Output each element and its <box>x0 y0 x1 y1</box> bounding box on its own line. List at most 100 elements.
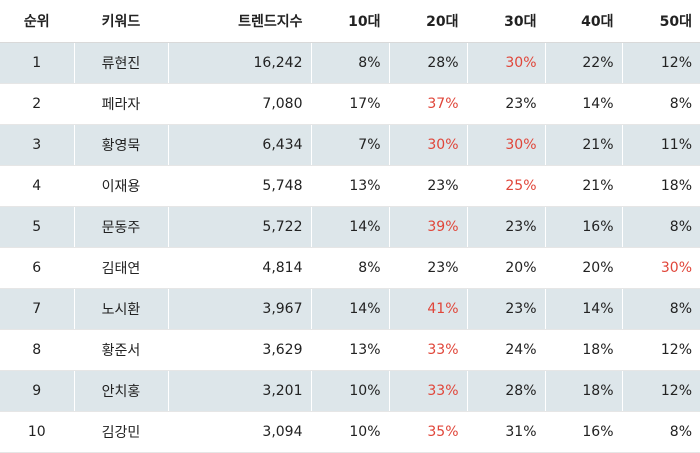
age-30s-cell: 30% <box>466 42 545 84</box>
age-20s-cell: 30% <box>388 124 467 166</box>
age-10s-cell: 17% <box>310 83 389 125</box>
age-30s-cell: 20% <box>466 247 545 289</box>
age-40s-cell: 18% <box>544 370 622 412</box>
age-20s-cell: 41% <box>388 288 467 330</box>
age-30s-cell: 28% <box>466 370 545 412</box>
keyword-cell: 황영묵 <box>73 124 168 166</box>
age-30s-cell: 23% <box>466 83 545 125</box>
rank-cell: 4 <box>0 165 74 207</box>
age-40s-cell: 21% <box>544 124 622 166</box>
age-30s-cell: 23% <box>466 206 545 248</box>
age-50s-cell: 8% <box>621 288 700 330</box>
age-20s-cell: 28% <box>388 42 467 84</box>
age-50s-cell: 18% <box>621 165 700 207</box>
trend-index-cell: 7,080 <box>167 83 311 125</box>
keyword-cell: 안치홍 <box>73 370 168 412</box>
rank-cell: 9 <box>0 370 74 412</box>
header-keyword: 키워드 <box>73 0 168 43</box>
table-row: 4 이재용 5,748 13% 23% 25% 21% 18% <box>0 165 700 207</box>
rank-cell: 8 <box>0 329 74 371</box>
age-30s-cell: 24% <box>466 329 545 371</box>
header-rank: 순위 <box>0 0 74 43</box>
age-10s-cell: 8% <box>310 42 389 84</box>
keyword-cell: 노시환 <box>73 288 168 330</box>
age-40s-cell: 22% <box>544 42 622 84</box>
table-row: 10 김강민 3,094 10% 35% 31% 16% 8% <box>0 411 700 453</box>
rank-cell: 2 <box>0 83 74 125</box>
age-30s-cell: 30% <box>466 124 545 166</box>
age-50s-cell: 12% <box>621 329 700 371</box>
keyword-cell: 페라자 <box>73 83 168 125</box>
age-40s-cell: 16% <box>544 411 622 453</box>
age-30s-cell: 25% <box>466 165 545 207</box>
trend-index-cell: 3,629 <box>167 329 311 371</box>
trend-index-cell: 6,434 <box>167 124 311 166</box>
rank-cell: 10 <box>0 411 74 453</box>
age-50s-cell: 8% <box>621 411 700 453</box>
age-20s-cell: 23% <box>388 165 467 207</box>
header-age-10s: 10대 <box>310 0 389 43</box>
rank-cell: 6 <box>0 247 74 289</box>
age-40s-cell: 21% <box>544 165 622 207</box>
age-10s-cell: 13% <box>310 329 389 371</box>
rank-cell: 1 <box>0 42 74 84</box>
age-40s-cell: 14% <box>544 288 622 330</box>
age-40s-cell: 18% <box>544 329 622 371</box>
age-20s-cell: 35% <box>388 411 467 453</box>
keyword-cell: 김강민 <box>73 411 168 453</box>
trend-index-cell: 3,967 <box>167 288 311 330</box>
age-10s-cell: 10% <box>310 411 389 453</box>
age-20s-cell: 39% <box>388 206 467 248</box>
age-10s-cell: 14% <box>310 206 389 248</box>
keyword-cell: 황준서 <box>73 329 168 371</box>
table-row: 6 김태연 4,814 8% 23% 20% 20% 30% <box>0 247 700 289</box>
age-50s-cell: 12% <box>621 42 700 84</box>
header-row: 순위 키워드 트렌드지수 10대 20대 30대 40대 50대 <box>0 0 700 43</box>
table-row: 9 안치홍 3,201 10% 33% 28% 18% 12% <box>0 370 700 412</box>
header-age-20s: 20대 <box>388 0 467 43</box>
age-30s-cell: 31% <box>466 411 545 453</box>
table-body: 1 류현진 16,242 8% 28% 30% 22% 12% 2 페라자 7,080 17% 37% 2… <box>0 42 700 453</box>
age-50s-cell: 12% <box>621 370 700 412</box>
age-40s-cell: 14% <box>544 83 622 125</box>
trend-index-cell: 3,201 <box>167 370 311 412</box>
header-age-30s: 30대 <box>466 0 545 43</box>
keyword-cell: 류현진 <box>73 42 168 84</box>
age-20s-cell: 33% <box>388 370 467 412</box>
age-10s-cell: 13% <box>310 165 389 207</box>
table-row: 8 황준서 3,629 13% 33% 24% 18% 12% <box>0 329 700 371</box>
rank-cell: 5 <box>0 206 74 248</box>
rank-cell: 7 <box>0 288 74 330</box>
table-row: 3 황영묵 6,434 7% 30% 30% 21% 11% <box>0 124 700 166</box>
age-50s-cell: 8% <box>621 206 700 248</box>
table-row: 7 노시환 3,967 14% 41% 23% 14% 8% <box>0 288 700 330</box>
table-row: 5 문동주 5,722 14% 39% 23% 16% 8% <box>0 206 700 248</box>
age-10s-cell: 14% <box>310 288 389 330</box>
age-50s-cell: 8% <box>621 83 700 125</box>
trend-index-cell: 5,748 <box>167 165 311 207</box>
age-10s-cell: 10% <box>310 370 389 412</box>
age-20s-cell: 33% <box>388 329 467 371</box>
age-20s-cell: 37% <box>388 83 467 125</box>
rank-cell: 3 <box>0 124 74 166</box>
age-30s-cell: 23% <box>466 288 545 330</box>
age-10s-cell: 8% <box>310 247 389 289</box>
table-row: 1 류현진 16,242 8% 28% 30% 22% 12% <box>0 42 700 84</box>
trend-index-cell: 3,094 <box>167 411 311 453</box>
table-row: 2 페라자 7,080 17% 37% 23% 14% 8% <box>0 83 700 125</box>
age-50s-cell: 30% <box>621 247 700 289</box>
age-10s-cell: 7% <box>310 124 389 166</box>
header-age-50s: 50대 <box>621 0 700 43</box>
trend-index-cell: 4,814 <box>167 247 311 289</box>
header-age-40s: 40대 <box>544 0 622 43</box>
header-trend-index: 트렌드지수 <box>167 0 311 43</box>
age-20s-cell: 23% <box>388 247 467 289</box>
trend-index-cell: 5,722 <box>167 206 311 248</box>
trend-index-cell: 16,242 <box>167 42 311 84</box>
age-40s-cell: 20% <box>544 247 622 289</box>
keyword-cell: 이재용 <box>73 165 168 207</box>
age-50s-cell: 11% <box>621 124 700 166</box>
age-40s-cell: 16% <box>544 206 622 248</box>
keyword-cell: 김태연 <box>73 247 168 289</box>
